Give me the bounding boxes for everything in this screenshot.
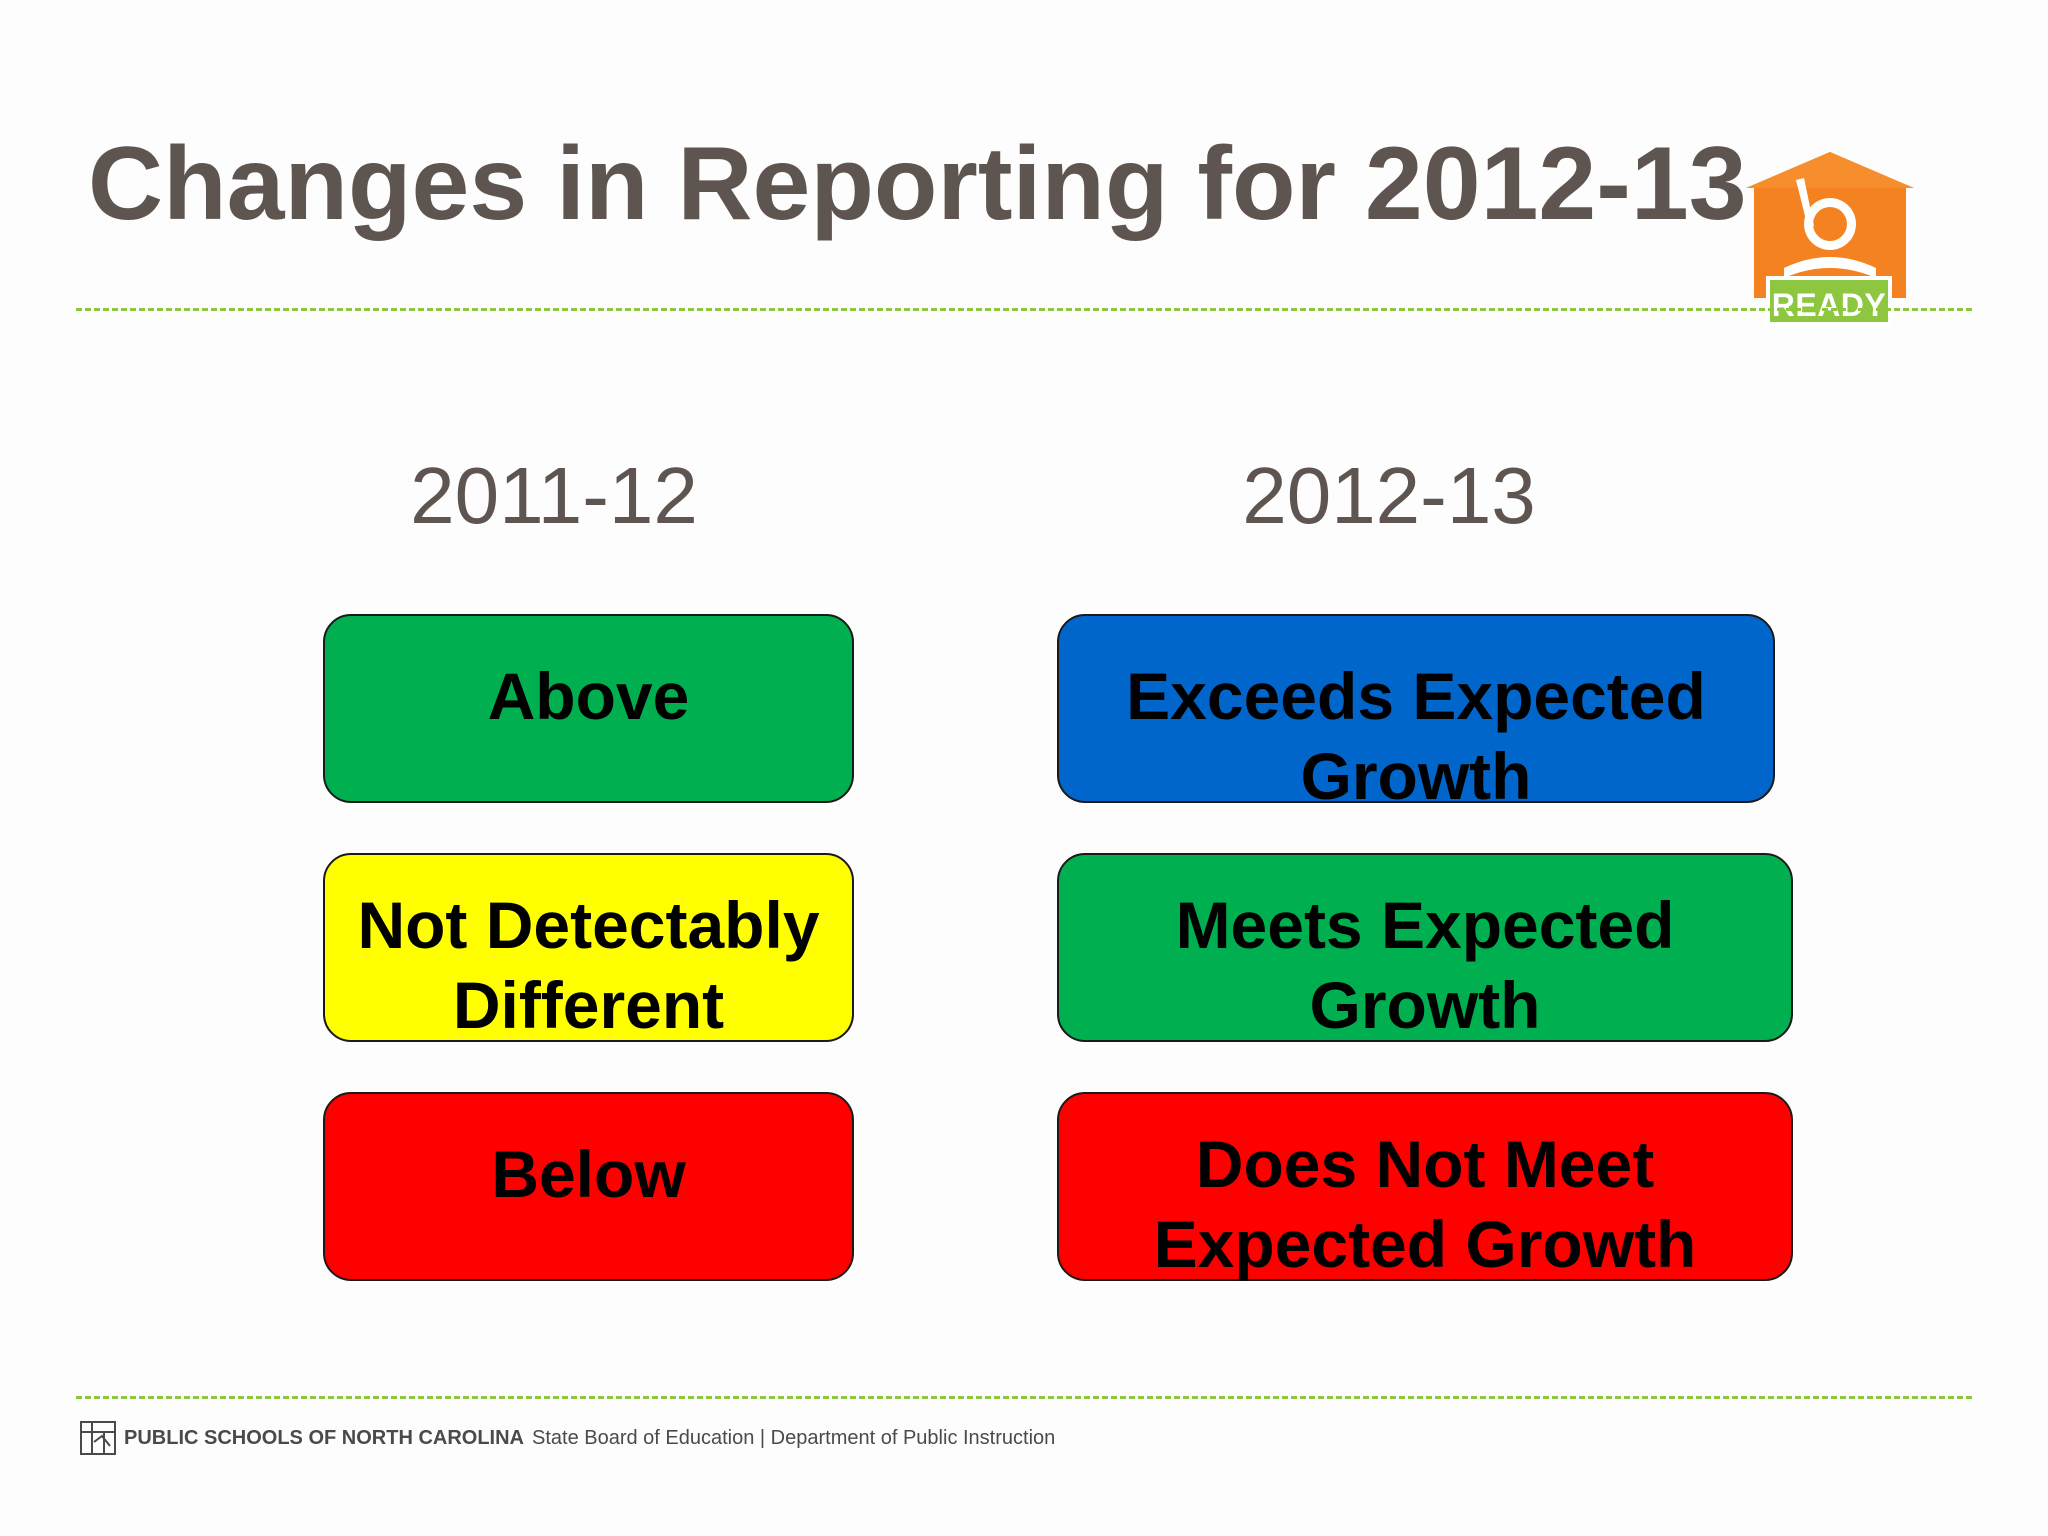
column-header-2012-13: 2012-13 bbox=[1242, 451, 1536, 540]
category-box-exceeds-expected-growth: Exceeds Expected Growth bbox=[1057, 614, 1775, 813]
column-header-2011-12: 2011-12 bbox=[410, 451, 698, 540]
category-label: Meets Expected Growth bbox=[1175, 888, 1675, 1042]
category-box-meets-expected-growth: Meets Expected Growth bbox=[1057, 853, 1793, 1042]
footer-department: State Board of Education | Department of… bbox=[532, 1426, 1056, 1449]
category-label: Below bbox=[491, 1137, 686, 1211]
footer-divider bbox=[76, 1396, 1972, 1399]
category-box-below: Below bbox=[323, 1092, 854, 1281]
category-label: Not Detectably Different bbox=[357, 888, 820, 1042]
title-divider bbox=[76, 308, 1972, 311]
category-box-does-not-meet-expected-growth: Does Not Meet Expected Growth bbox=[1057, 1092, 1793, 1281]
ready-badge: READY bbox=[1766, 276, 1892, 326]
footer-org-name: PUBLIC SCHOOLS OF NORTH CAROLINA bbox=[124, 1426, 524, 1449]
slide-title: Changes in Reporting for 2012-13 bbox=[88, 126, 1747, 242]
ready-logo: READY bbox=[1744, 150, 1916, 330]
footer: PUBLIC SCHOOLS OF NORTH CAROLINA State B… bbox=[80, 1418, 1055, 1458]
category-label: Does Not Meet Expected Growth bbox=[1153, 1127, 1697, 1281]
nc-state-seal-icon bbox=[80, 1421, 116, 1455]
category-label: Above bbox=[487, 659, 690, 733]
category-label: Exceeds Expected Growth bbox=[1126, 659, 1706, 813]
category-box-above: Above bbox=[323, 614, 854, 803]
ready-house-reader-icon bbox=[1746, 152, 1914, 298]
category-box-not-detectably-different: Not Detectably Different bbox=[323, 853, 854, 1042]
